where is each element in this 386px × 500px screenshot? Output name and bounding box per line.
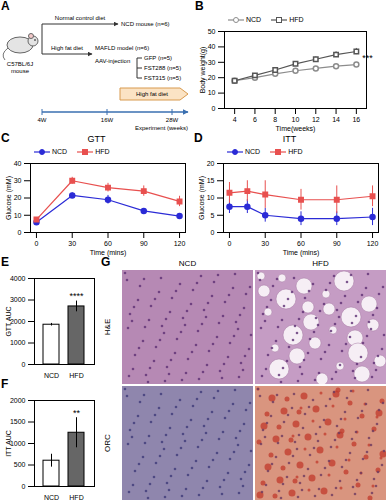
- svg-text:28W: 28W: [166, 117, 179, 123]
- html-text:NCD: NCD: [246, 16, 262, 23]
- html-text:GTT: GTT: [87, 134, 106, 144]
- svg-text:20: 20: [208, 74, 216, 81]
- html-text:ITT: ITT: [282, 134, 297, 144]
- html-text:G: G: [101, 255, 111, 269]
- html-text:F: F: [1, 377, 9, 391]
- html-text:E: E: [1, 255, 9, 269]
- html-text:C: C: [1, 131, 10, 145]
- svg-text:Glucose (mM): Glucose (mM): [198, 176, 206, 220]
- svg-text:FST288 (n=5): FST288 (n=5): [144, 65, 181, 71]
- svg-text:12: 12: [312, 116, 320, 123]
- svg-text:2000: 2000: [10, 397, 26, 404]
- svg-text:120: 120: [174, 240, 186, 247]
- svg-text:20: 20: [14, 194, 22, 201]
- html-text:A: A: [1, 0, 10, 13]
- svg-text:16: 16: [352, 116, 360, 123]
- svg-text:MAFLD model (n=6): MAFLD model (n=6): [95, 45, 149, 51]
- svg-text:HFD: HFD: [69, 494, 83, 500]
- svg-text:30: 30: [14, 177, 22, 184]
- svg-text:1000: 1000: [9, 439, 26, 447]
- svg-text:60: 60: [297, 240, 305, 247]
- html-text:HFD: HFD: [289, 16, 304, 23]
- svg-text:1500: 1500: [10, 418, 26, 425]
- html-text:HFD: HFD: [288, 148, 303, 155]
- svg-text:**: **: [73, 408, 81, 418]
- svg-text:Time (mins): Time (mins): [89, 248, 127, 256]
- svg-text:ITT AUC: ITT AUC: [5, 430, 12, 457]
- svg-text:90: 90: [140, 240, 148, 247]
- svg-text:5: 5: [211, 211, 215, 218]
- svg-text:0: 0: [228, 240, 232, 247]
- svg-text:NCD mouse (n=6): NCD mouse (n=6): [121, 21, 170, 27]
- svg-text:Glucose (mM): Glucose (mM): [5, 176, 13, 220]
- svg-text:60: 60: [104, 240, 112, 247]
- svg-text:4000: 4000: [10, 275, 26, 282]
- svg-text:HFD: HFD: [69, 372, 83, 379]
- svg-text:ORC: ORC: [103, 434, 112, 452]
- svg-text:4: 4: [233, 116, 237, 123]
- svg-text:High fat diet: High fat diet: [51, 45, 83, 51]
- svg-text:50: 50: [208, 28, 216, 35]
- svg-text:0: 0: [211, 229, 215, 236]
- svg-text:0: 0: [18, 229, 22, 236]
- html-text:B: B: [195, 0, 204, 13]
- svg-text:14: 14: [332, 116, 340, 123]
- svg-text:10: 10: [208, 89, 216, 96]
- svg-text:500: 500: [14, 461, 26, 468]
- svg-text:10: 10: [292, 116, 300, 123]
- svg-text:mouse: mouse: [11, 68, 30, 74]
- svg-text:16W: 16W: [101, 117, 114, 123]
- svg-text:30: 30: [208, 59, 216, 66]
- svg-text:1000: 1000: [10, 339, 26, 346]
- svg-text:Normal control diet: Normal control diet: [55, 15, 106, 21]
- svg-text:NCD: NCD: [44, 494, 59, 500]
- svg-text:0: 0: [22, 483, 26, 490]
- svg-text:6: 6: [253, 116, 257, 123]
- svg-text:Body weight(g): Body weight(g): [199, 47, 207, 94]
- html-text:D: D: [194, 131, 203, 145]
- svg-text:0: 0: [212, 105, 216, 112]
- html-text:HFD: HFD: [95, 148, 110, 155]
- svg-text:90: 90: [333, 240, 341, 247]
- svg-text:GFP (n=5): GFP (n=5): [144, 55, 172, 61]
- svg-text:Experiment (weeks): Experiment (weeks): [135, 125, 188, 131]
- html-text:NCD: NCD: [245, 148, 261, 155]
- svg-text:0: 0: [35, 240, 39, 247]
- svg-text:10: 10: [207, 194, 215, 201]
- svg-text:120: 120: [367, 240, 379, 247]
- svg-text:20: 20: [207, 160, 215, 167]
- svg-text:NCD: NCD: [179, 259, 197, 268]
- svg-text:***: ***: [362, 53, 373, 63]
- svg-text:4W: 4W: [38, 117, 47, 123]
- svg-text:Time (mins): Time (mins): [283, 249, 320, 257]
- svg-text:30: 30: [261, 240, 269, 247]
- svg-text:15: 15: [207, 177, 215, 184]
- svg-text:High fat diet: High fat diet: [136, 91, 168, 97]
- svg-text:C57BL/6J: C57BL/6J: [7, 61, 33, 67]
- svg-text:GTT AUC: GTT AUC: [5, 306, 12, 336]
- svg-text:****: ****: [69, 291, 84, 301]
- svg-text:30: 30: [68, 240, 76, 247]
- svg-text:40: 40: [14, 160, 22, 167]
- svg-text:3000: 3000: [10, 296, 26, 303]
- html-text:NCD: NCD: [52, 148, 68, 155]
- svg-text:AAV-injection: AAV-injection: [95, 58, 130, 64]
- svg-text:Time(weeks): Time(weeks): [276, 125, 316, 133]
- svg-text:0: 0: [22, 361, 26, 368]
- svg-text:H&E: H&E: [103, 319, 112, 335]
- svg-text:NCD: NCD: [44, 372, 59, 379]
- svg-text:FST315 (n=5): FST315 (n=5): [144, 75, 181, 81]
- svg-text:8: 8: [273, 116, 277, 123]
- svg-text:10: 10: [14, 211, 22, 218]
- svg-text:2000: 2000: [9, 317, 26, 325]
- svg-text:40: 40: [208, 43, 216, 50]
- svg-text:HFD: HFD: [312, 259, 329, 268]
